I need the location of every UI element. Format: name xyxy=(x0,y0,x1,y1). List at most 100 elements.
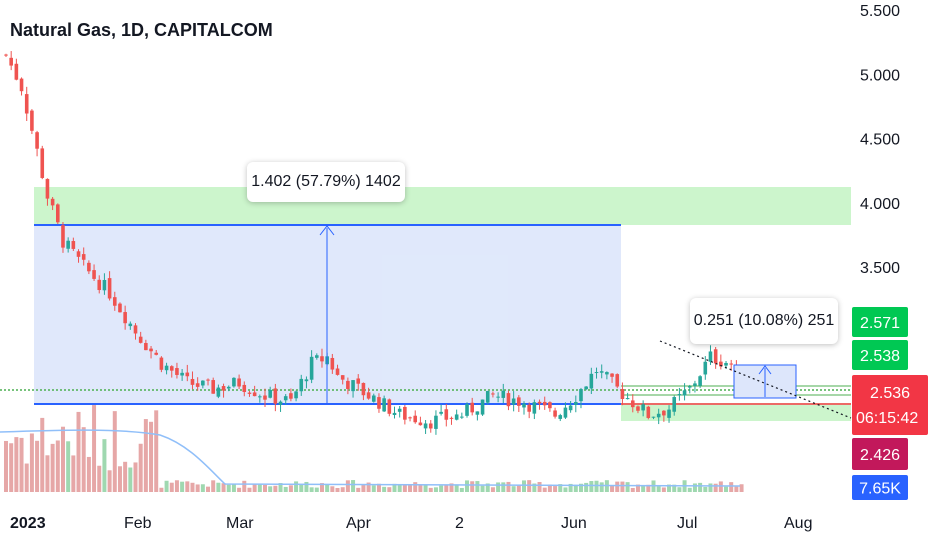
candle-body xyxy=(568,405,573,411)
volume-bar xyxy=(40,417,45,492)
candle-body xyxy=(625,398,630,400)
candle-body xyxy=(123,312,127,324)
volume-bar xyxy=(506,481,511,492)
candle-body xyxy=(392,412,397,415)
volume-bar xyxy=(734,486,739,492)
candle-body xyxy=(112,297,117,306)
candle-body xyxy=(599,371,604,373)
volume-bar xyxy=(465,480,470,492)
candle-body xyxy=(258,396,262,398)
volume-bar xyxy=(325,484,330,492)
time-tick-label: Mar xyxy=(226,515,254,532)
candle-body xyxy=(677,394,682,396)
candle-body xyxy=(413,415,418,423)
volume-bar xyxy=(24,463,29,492)
badge-lower-green: 2.538 xyxy=(860,348,900,365)
volume-bar xyxy=(76,411,81,492)
candle-body xyxy=(682,390,687,396)
volume-bar xyxy=(698,482,703,492)
candle-body xyxy=(247,392,252,394)
candle-body xyxy=(242,384,247,392)
candle-body xyxy=(713,349,718,364)
candle-body xyxy=(45,178,50,199)
candle-body xyxy=(449,417,454,419)
candle-body xyxy=(615,374,620,387)
candle-body xyxy=(496,396,500,398)
volume-bar xyxy=(615,481,620,492)
volume-bar xyxy=(330,486,335,492)
chart-title: Natural Gas, 1D, CAPITALCOM xyxy=(10,20,273,40)
candle-body xyxy=(50,198,55,206)
candle-body xyxy=(221,386,226,391)
candle-body xyxy=(309,356,314,380)
candle-body xyxy=(636,406,640,411)
candle-body xyxy=(465,404,469,416)
candle-body xyxy=(630,400,635,408)
volume-bar xyxy=(470,481,475,492)
volume-bar xyxy=(423,485,428,492)
volume-bar xyxy=(703,486,708,492)
volume-bar xyxy=(154,410,159,492)
measure-label-large[interactable]: 1.402 (57.79%) 1402 xyxy=(247,162,405,202)
measure-label-small[interactable]: 0.251 (10.08%) 251 xyxy=(690,298,838,344)
candle-body xyxy=(164,365,169,371)
volume-bar xyxy=(553,486,558,492)
candle-body xyxy=(377,397,381,409)
volume-bar xyxy=(247,487,252,492)
volume-bar xyxy=(661,487,666,492)
volume-bar xyxy=(433,487,438,492)
volume-bar xyxy=(516,485,521,492)
volume-bar xyxy=(402,484,407,492)
candle-body xyxy=(169,366,174,371)
candle-body xyxy=(211,380,215,394)
candle-body xyxy=(444,409,449,420)
candle-body xyxy=(76,251,81,257)
candle-body xyxy=(351,380,355,392)
drawing-tools xyxy=(319,225,852,419)
last-price-value: 2.536 xyxy=(870,385,910,402)
candle-body xyxy=(542,401,547,406)
candle-body xyxy=(387,399,392,414)
volume-bar xyxy=(610,485,615,492)
volume-bar xyxy=(542,487,547,492)
green-zone-top xyxy=(34,187,851,225)
candle-body xyxy=(9,57,13,66)
badge-volume: 7.65K xyxy=(859,481,901,498)
volume-bar xyxy=(444,484,449,492)
volume-bar xyxy=(86,456,91,492)
volume-bar xyxy=(206,486,211,492)
volume-bar xyxy=(449,483,454,492)
candle-body xyxy=(66,240,70,249)
volume-bar xyxy=(211,480,216,492)
volume-bar xyxy=(138,443,143,492)
volume-bar xyxy=(646,484,651,492)
countdown-timer: 06:15:42 xyxy=(856,410,918,427)
volume-bar xyxy=(268,486,273,492)
volume-bar xyxy=(180,481,185,492)
volume-bar xyxy=(195,484,200,492)
candle-body xyxy=(485,391,490,403)
volume-bar xyxy=(50,443,55,492)
volume-bar xyxy=(356,487,361,492)
volume-bar xyxy=(656,486,661,492)
candle-body xyxy=(605,372,609,375)
candle-body xyxy=(278,401,283,405)
candle-body xyxy=(724,362,728,366)
volume-bar xyxy=(128,467,133,492)
candle-body xyxy=(527,404,531,412)
badge-volume-bg xyxy=(852,475,908,500)
volume-bar xyxy=(371,485,376,492)
candle-body xyxy=(81,254,86,260)
candle-body xyxy=(434,415,438,429)
candle-body xyxy=(656,413,661,418)
candle-body xyxy=(522,403,526,408)
volume-bar xyxy=(439,485,444,492)
volume-bar xyxy=(66,441,71,492)
badge-upper-green: 2.571 xyxy=(860,315,900,332)
candle-body xyxy=(548,402,552,409)
price-tick-label: 4.000 xyxy=(860,196,900,213)
volume-bar xyxy=(563,487,568,492)
candle-body xyxy=(226,386,231,389)
volume-bar xyxy=(314,487,319,492)
